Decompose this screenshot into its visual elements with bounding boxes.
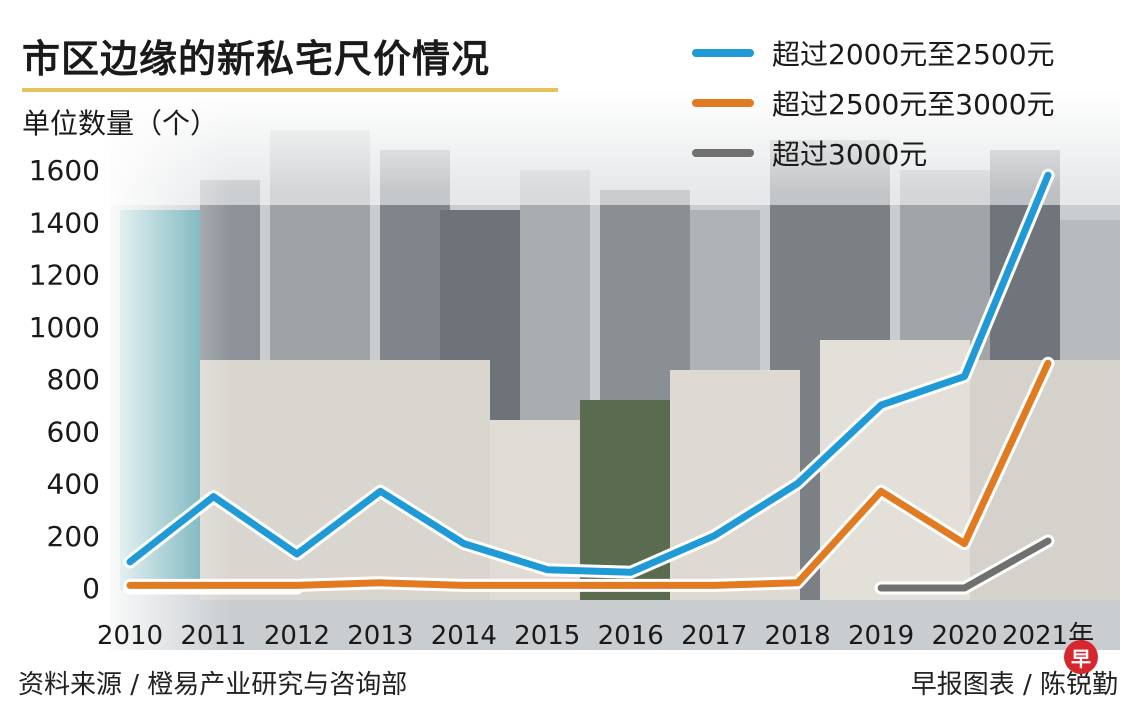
legend-label-series1: 超过2000元至2500元 bbox=[772, 38, 1055, 71]
x-tick-label: 2017 bbox=[681, 621, 747, 651]
x-tick-label: 2014 bbox=[431, 621, 497, 651]
legend-label-series3: 超过3000元 bbox=[772, 138, 928, 171]
series-line-1 bbox=[126, 171, 1052, 576]
x-tick-label: 2016 bbox=[598, 621, 664, 651]
legend-item-series1: 超过2000元至2500元 bbox=[692, 28, 1055, 78]
legend: 超过2000元至2500元 超过2500元至3000元 超过3000元 bbox=[692, 28, 1055, 178]
legend-item-series2: 超过2500元至3000元 bbox=[692, 78, 1055, 128]
city-skyline-background bbox=[110, 90, 1120, 650]
series-line-3 bbox=[877, 537, 1052, 592]
x-tick-label: 2019 bbox=[848, 621, 914, 651]
y-tick-label: 200 bbox=[47, 520, 100, 553]
y-tick-label: 1600 bbox=[29, 154, 100, 187]
y-tick-label: 1200 bbox=[29, 259, 100, 292]
legend-swatch-series2 bbox=[692, 99, 754, 107]
legend-swatch-series1 bbox=[692, 49, 754, 57]
series-line-2 bbox=[126, 359, 1052, 589]
x-tick-label: 2011 bbox=[180, 621, 246, 651]
chart-title: 市区边缘的新私宅尺价情况 bbox=[22, 37, 491, 81]
y-tick-label: 800 bbox=[47, 363, 100, 396]
x-tick-label: 2013 bbox=[347, 621, 413, 651]
x-tick-label: 2010 bbox=[97, 621, 163, 651]
legend-label-series2: 超过2500元至3000元 bbox=[772, 88, 1055, 121]
credit-note: 早报图表 / 陈锐勤 bbox=[910, 670, 1118, 700]
legend-item-series3: 超过3000元 bbox=[692, 128, 1055, 178]
y-axis-label: 单位数量（个） bbox=[22, 107, 219, 140]
x-tick-label: 2015 bbox=[514, 621, 580, 651]
y-tick-label: 600 bbox=[47, 415, 100, 448]
y-tick-label: 0 bbox=[82, 572, 100, 605]
x-tick-label: 2018 bbox=[765, 621, 831, 651]
source-note: 资料来源 / 橙易产业研究与咨询部 bbox=[18, 670, 408, 700]
title-underline bbox=[22, 88, 558, 92]
legend-swatch-series3 bbox=[692, 149, 754, 157]
y-tick-label: 400 bbox=[47, 468, 100, 501]
x-tick-label: 2012 bbox=[264, 621, 330, 651]
x-tick-label: 2020 bbox=[931, 621, 997, 651]
y-tick-label: 1000 bbox=[29, 311, 100, 344]
zaobao-logo: 早 bbox=[1064, 640, 1098, 674]
y-tick-label: 1400 bbox=[29, 206, 100, 239]
